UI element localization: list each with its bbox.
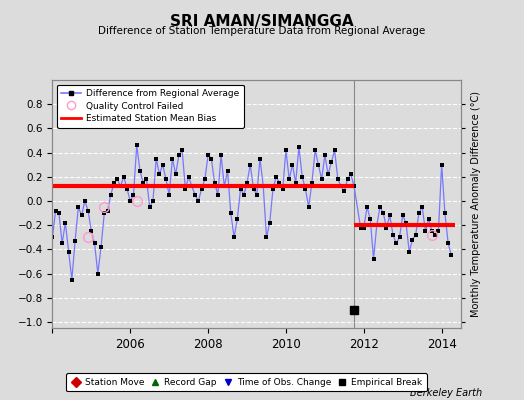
Text: SRI AMAN/SIMANGGA: SRI AMAN/SIMANGGA <box>170 14 354 29</box>
Legend: Difference from Regional Average, Quality Control Failed, Estimated Station Mean: Difference from Regional Average, Qualit… <box>57 84 244 128</box>
Text: Berkeley Earth: Berkeley Earth <box>410 388 482 398</box>
Y-axis label: Monthly Temperature Anomaly Difference (°C): Monthly Temperature Anomaly Difference (… <box>471 91 481 317</box>
Legend: Station Move, Record Gap, Time of Obs. Change, Empirical Break: Station Move, Record Gap, Time of Obs. C… <box>66 374 427 392</box>
Text: Difference of Station Temperature Data from Regional Average: Difference of Station Temperature Data f… <box>99 26 425 36</box>
